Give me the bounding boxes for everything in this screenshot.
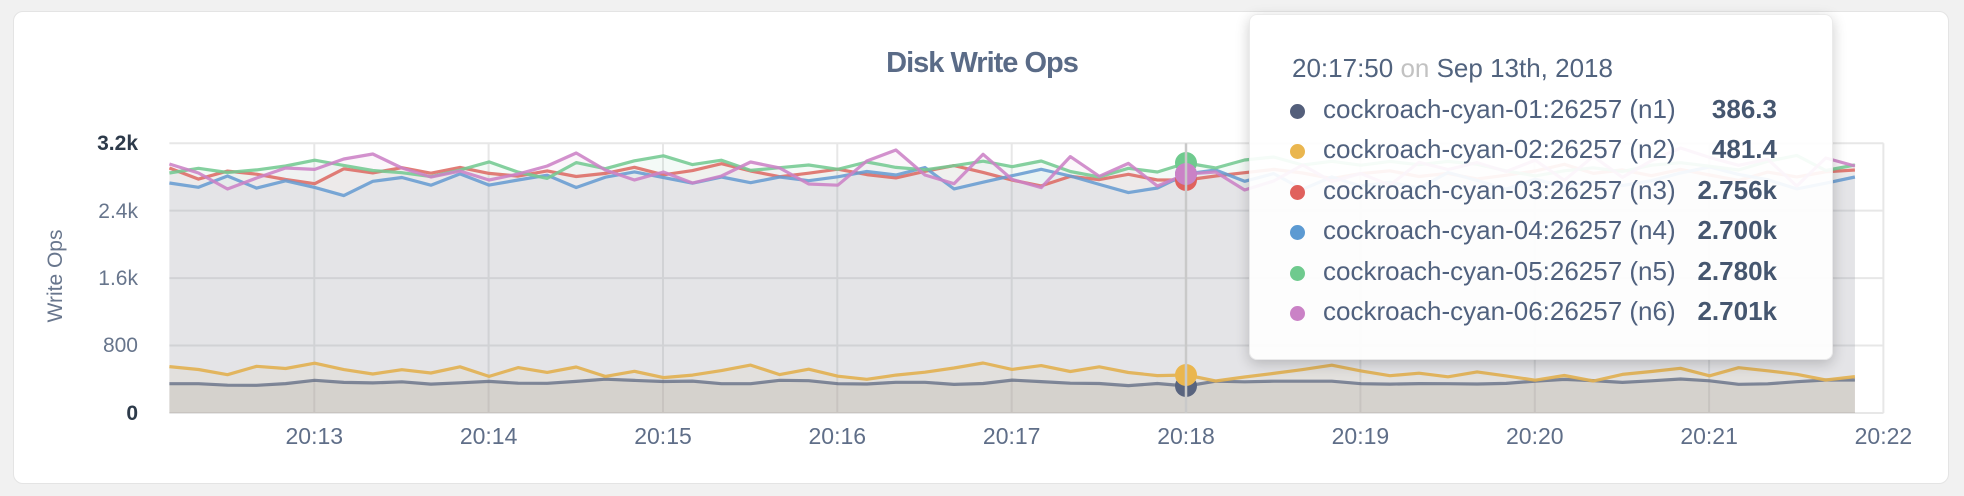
svg-text:20:16: 20:16 <box>809 423 867 449</box>
svg-text:20:13: 20:13 <box>286 423 344 449</box>
svg-text:20:22: 20:22 <box>1855 423 1913 449</box>
svg-text:20:15: 20:15 <box>634 423 692 449</box>
svg-text:20:19: 20:19 <box>1332 423 1390 449</box>
svg-text:20:20: 20:20 <box>1506 423 1564 449</box>
svg-text:800: 800 <box>103 334 138 357</box>
svg-text:20:18: 20:18 <box>1157 423 1215 449</box>
svg-text:0: 0 <box>126 402 138 425</box>
svg-text:2.4k: 2.4k <box>98 200 138 223</box>
svg-text:20:21: 20:21 <box>1680 423 1738 449</box>
svg-text:20:17: 20:17 <box>983 423 1041 449</box>
svg-text:1.6k: 1.6k <box>98 267 138 290</box>
svg-text:20:14: 20:14 <box>460 423 518 449</box>
svg-text:3.2k: 3.2k <box>97 132 138 155</box>
